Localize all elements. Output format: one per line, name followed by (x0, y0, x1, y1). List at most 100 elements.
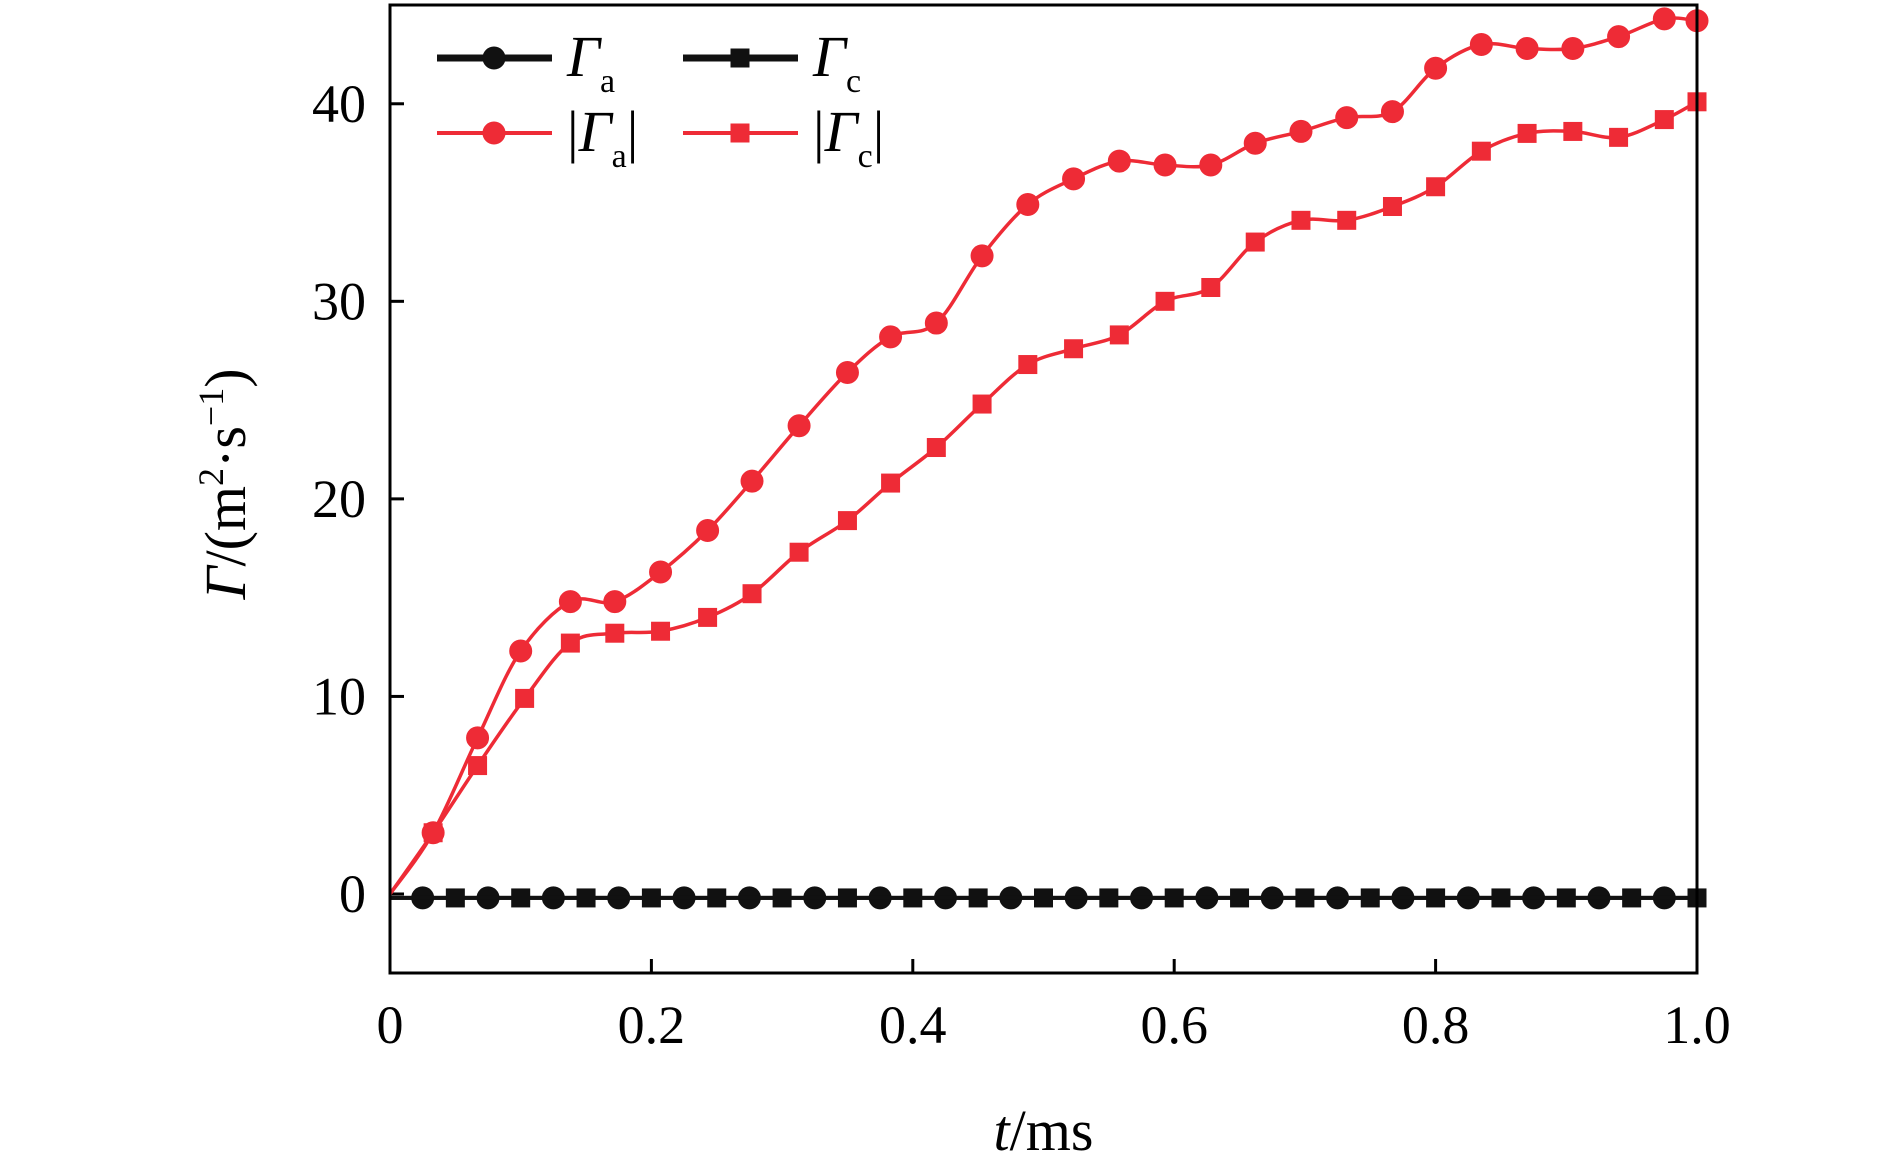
legend-marker (730, 123, 750, 143)
legend-item: Γc (683, 24, 861, 100)
legend-label: Γa (566, 24, 615, 100)
series-point (1471, 141, 1491, 161)
series-point (1609, 127, 1629, 147)
series-point (466, 726, 490, 750)
series-point (970, 244, 994, 268)
series-point (1360, 888, 1380, 908)
series-point (651, 621, 671, 641)
series-point (968, 888, 988, 908)
series-point (511, 888, 531, 908)
legend-bar: | (813, 99, 825, 164)
x-axis-label-unit: /ms (1010, 1098, 1094, 1163)
legend-label: Γc (812, 24, 861, 100)
series-point (1155, 291, 1175, 311)
x-tick-label: 0.6 (1140, 995, 1208, 1055)
legend-subscript: a (600, 63, 615, 100)
x-tick-label: 0.2 (618, 995, 686, 1055)
series-point (1517, 123, 1537, 143)
legend-label: |Γc| (813, 99, 884, 175)
series-point (837, 888, 857, 908)
series-point (468, 756, 488, 776)
series-point (1426, 177, 1446, 197)
series-2 (388, 7, 1709, 896)
legend-subscript: c (846, 63, 861, 100)
series-point (1295, 888, 1315, 908)
y-axis-label-sup1: 2 (191, 468, 231, 486)
y-tick-label: 0 (339, 864, 366, 924)
series-point (879, 325, 903, 349)
series-point (605, 623, 625, 643)
series-point (1380, 100, 1404, 124)
series-point (423, 823, 443, 843)
series-point (576, 888, 596, 908)
series-point (789, 542, 809, 562)
y-axis-label-sup2: −1 (191, 388, 231, 426)
series-point (835, 360, 859, 384)
series-point (1064, 339, 1084, 359)
x-tick-label: 1.0 (1663, 995, 1731, 1055)
series-point (641, 888, 661, 908)
series-point (1062, 167, 1086, 191)
series-point (1109, 325, 1129, 345)
series-point (1230, 888, 1250, 908)
series-point (1153, 153, 1177, 177)
series-point (445, 888, 465, 908)
series-point (1654, 110, 1674, 130)
series-point (903, 888, 923, 908)
series-point (1243, 131, 1267, 155)
y-axis-label-unit: /(m (193, 486, 258, 567)
series-point (1018, 355, 1038, 375)
legend-marker (730, 48, 750, 68)
series-point (1515, 36, 1539, 60)
series-point (1099, 888, 1119, 908)
series-point (1382, 197, 1402, 217)
legend-symbol: Γ (812, 24, 848, 89)
series-point (1561, 36, 1585, 60)
series-point (972, 394, 992, 414)
series-point (1424, 56, 1448, 80)
y-tick-label: 20 (312, 469, 366, 529)
series-point (772, 888, 792, 908)
legend-subscript: c (858, 138, 873, 175)
series-point (696, 518, 720, 542)
plot-frame (388, 3, 1699, 975)
series-point (698, 607, 718, 627)
y-axis-label: Γ/(m2·s−1) (191, 368, 258, 600)
tick-marks (390, 102, 1438, 973)
series-point (1164, 888, 1184, 908)
series-point (1289, 119, 1313, 143)
series-point (603, 590, 627, 614)
y-tick-label: 10 (312, 666, 366, 726)
series-point (1199, 153, 1223, 177)
legend: Γa Γc|Γa| |Γc| (437, 24, 884, 175)
legend-item: |Γc| (683, 99, 884, 175)
series-point (1622, 888, 1642, 908)
series-point (1652, 7, 1676, 31)
series-point (707, 888, 727, 908)
series-point (649, 560, 673, 584)
series-point (740, 469, 764, 493)
legend-subscript: a (612, 138, 627, 175)
series-point (1426, 888, 1446, 908)
series-point (1556, 888, 1576, 908)
series-point (1201, 277, 1221, 297)
legend-item: |Γa| (437, 99, 638, 175)
legend-symbol: Γ (578, 99, 614, 164)
series-point (1335, 106, 1359, 130)
series-point (515, 688, 535, 708)
series-point (1337, 210, 1357, 230)
legend-label: |Γa| (567, 99, 638, 175)
legend-marker (482, 121, 506, 145)
series-point (1491, 888, 1511, 908)
series-point (1291, 210, 1311, 230)
x-tick-label: 0.4 (879, 995, 947, 1055)
legend-item: Γa (437, 24, 615, 100)
legend-marker (482, 46, 506, 70)
x-axis-label-symbol: t (994, 1098, 1012, 1163)
series-point (1245, 232, 1265, 252)
series-point (1107, 149, 1131, 173)
series-point (837, 511, 857, 531)
y-tick-label: 40 (312, 74, 366, 134)
